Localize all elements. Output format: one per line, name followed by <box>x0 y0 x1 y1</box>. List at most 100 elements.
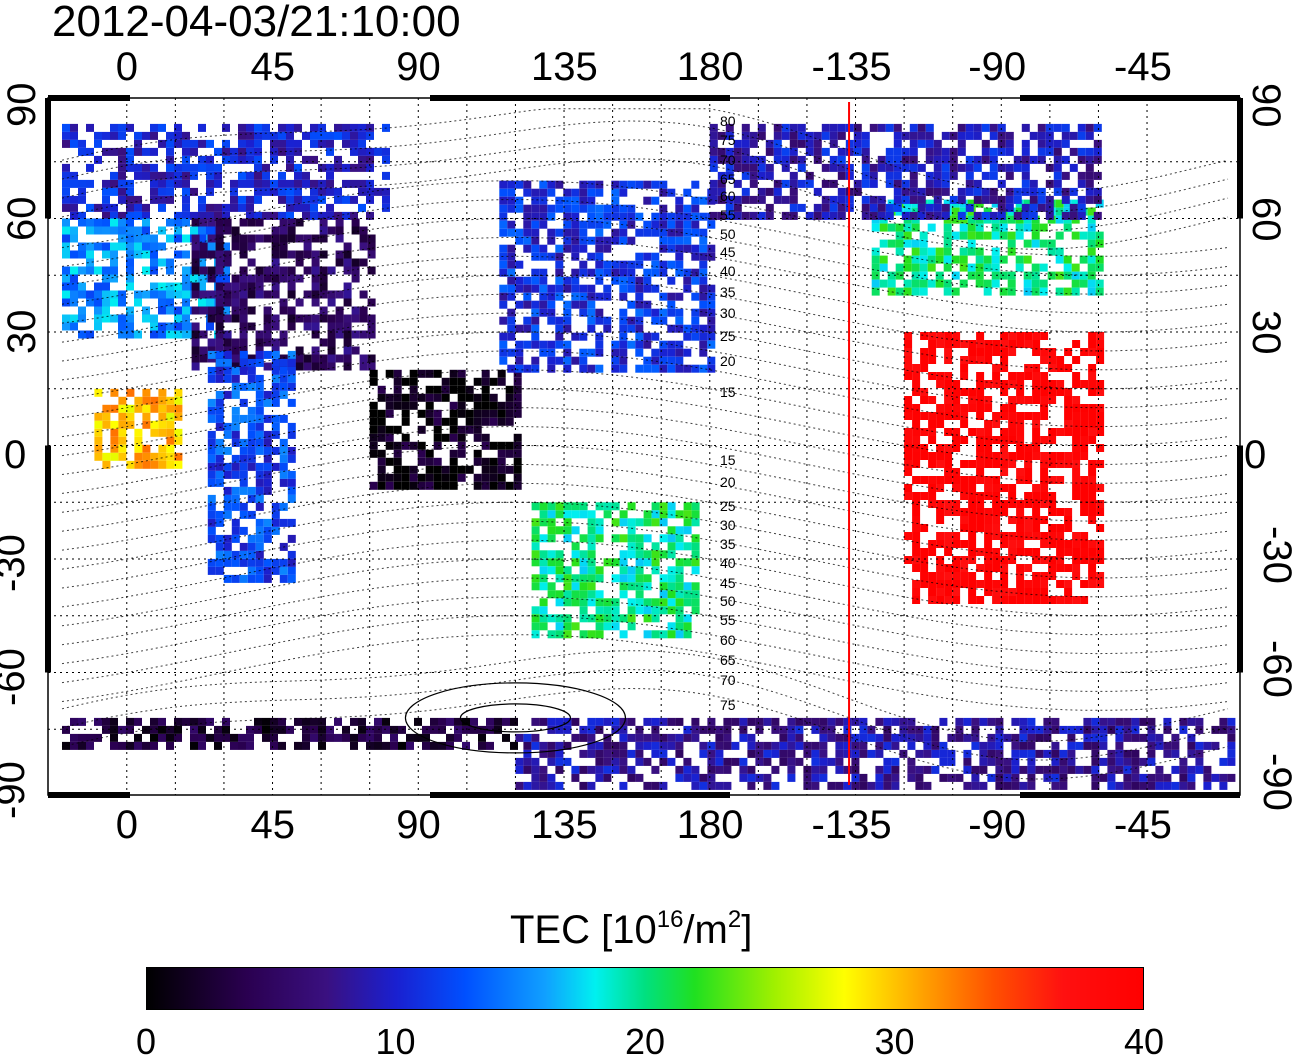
tec-cell <box>62 242 70 251</box>
tec-cell <box>207 534 216 543</box>
tec-cell <box>1055 231 1064 240</box>
tec-cell <box>457 393 466 402</box>
tec-cell <box>1155 741 1164 750</box>
tec-cell <box>611 364 620 373</box>
tec-cell <box>691 773 700 782</box>
tec-cell <box>928 500 937 508</box>
tec-cell <box>920 428 929 436</box>
tec-cell <box>126 420 135 429</box>
tec-cell <box>981 187 990 196</box>
tec-cell <box>215 338 224 347</box>
tec-cell <box>635 284 644 293</box>
tec-cell <box>62 203 70 212</box>
tec-cell <box>409 377 418 386</box>
tec-cell <box>973 155 982 164</box>
tec-cell <box>1032 500 1041 508</box>
magnetic-latitude-contour <box>61 108 1229 194</box>
tec-cell <box>311 314 320 323</box>
tec-cell <box>433 457 442 466</box>
tec-cell <box>214 163 222 172</box>
tec-cell <box>86 179 94 188</box>
tec-cell <box>619 534 628 543</box>
tec-cell <box>481 369 490 378</box>
tec-cell <box>683 228 692 237</box>
tec-cell <box>198 211 206 220</box>
tec-cell <box>579 606 588 615</box>
tec-cell <box>1067 725 1076 734</box>
tec-cell <box>895 223 904 232</box>
tec-cell <box>263 454 272 463</box>
tec-cell <box>199 354 208 363</box>
tec-cell <box>182 139 190 148</box>
tec-cell <box>255 502 264 511</box>
tec-cell <box>409 393 418 402</box>
tec-cell <box>571 356 580 365</box>
tec-cell <box>976 548 985 556</box>
tec-cell <box>457 385 466 394</box>
tec-cell <box>1088 340 1097 348</box>
tec-cell <box>367 250 376 259</box>
tec-cell <box>70 266 78 275</box>
tec-cell <box>295 258 304 267</box>
tec-cell <box>166 330 174 339</box>
tec-cell <box>134 234 142 243</box>
tec-cell <box>1007 215 1016 224</box>
tec-cell <box>627 268 636 277</box>
tec-cell <box>1067 733 1076 742</box>
tec-cell <box>1015 263 1024 272</box>
tec-cell <box>367 322 376 331</box>
tec-cell <box>1029 187 1038 196</box>
tec-cell <box>263 534 272 543</box>
tec-cell <box>741 187 750 196</box>
tec-cell <box>691 518 700 527</box>
tec-cell <box>1040 412 1049 420</box>
tec-cell <box>207 478 216 487</box>
tec-cell <box>1171 741 1180 750</box>
tec-cell <box>707 292 716 301</box>
tec-cell <box>909 211 918 220</box>
tec-cell <box>659 518 668 527</box>
tec-cell <box>134 444 143 453</box>
tec-cell <box>191 266 200 275</box>
tec-cell <box>795 725 804 734</box>
tec-cell <box>473 409 482 418</box>
tec-cell <box>959 207 968 216</box>
tec-cell <box>433 481 442 490</box>
tec-cell <box>1000 588 1009 596</box>
tec-cell <box>635 590 644 599</box>
tec-cell <box>497 377 506 386</box>
lat-tick-label-left: 30 <box>0 309 44 355</box>
tec-cell <box>944 532 953 540</box>
tec-cell <box>1072 452 1081 460</box>
tec-cell <box>158 139 166 148</box>
tec-cell <box>263 306 272 315</box>
tec-cell <box>327 314 336 323</box>
tec-cell <box>409 473 418 482</box>
tec-cell <box>223 358 232 367</box>
tec-cell <box>843 765 852 774</box>
tec-cell <box>1088 412 1097 420</box>
tec-cell <box>78 187 86 196</box>
tec-cell <box>94 733 102 742</box>
tec-cell <box>1088 436 1097 444</box>
tec-cell <box>134 428 143 437</box>
tec-cell <box>547 204 556 213</box>
tec-cell <box>367 242 376 251</box>
tec-cell <box>1024 524 1033 532</box>
tec-cell <box>531 741 540 750</box>
tec-cell <box>879 263 888 272</box>
tec-cell <box>207 406 216 415</box>
tec-cell <box>587 717 596 726</box>
tec-cell <box>587 598 596 607</box>
tec-cell <box>110 266 118 275</box>
tec-cell <box>1015 231 1024 240</box>
tec-cell <box>683 582 692 591</box>
tec-cell <box>539 781 548 790</box>
tec-cell <box>997 123 1006 132</box>
tec-cell <box>771 725 780 734</box>
tec-cell <box>198 741 206 750</box>
tec-cell <box>571 765 580 774</box>
tec-cell <box>343 282 352 291</box>
magnetic-latitude-label: 35 <box>720 284 736 300</box>
tec-cell <box>539 212 548 221</box>
